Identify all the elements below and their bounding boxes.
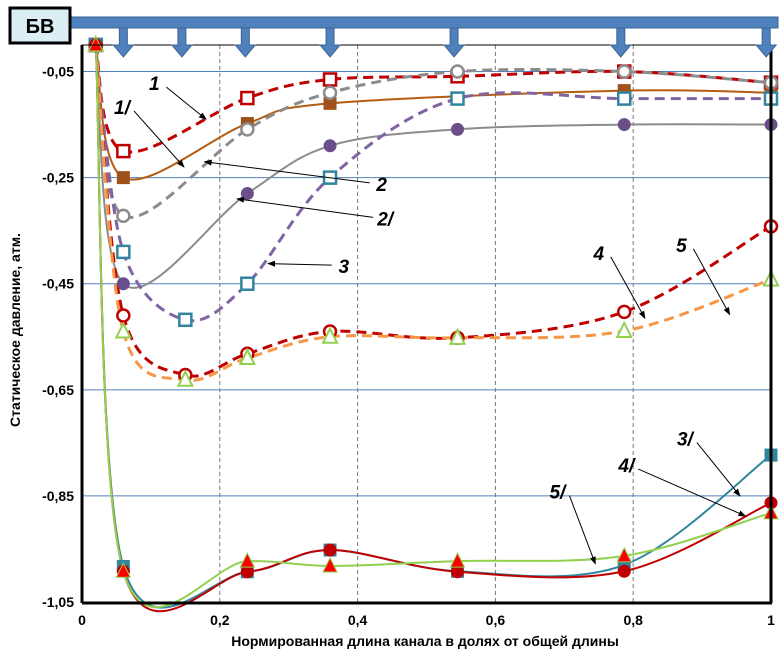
annotations: 1 1/2 2/3 4 5 3/4/5/ xyxy=(114,74,747,565)
series-1-prime-point xyxy=(116,171,130,185)
series-2-prime-point xyxy=(116,277,130,291)
series-4-prime-point xyxy=(323,543,337,557)
series-2-point xyxy=(322,85,338,100)
annotation-label: 3/ xyxy=(677,430,695,451)
y-tick-label: -0,85 xyxy=(42,488,74,504)
series-5-point xyxy=(238,347,256,365)
inlet-arrow-icon xyxy=(234,27,257,58)
badge-box xyxy=(8,6,72,45)
x-tick-label: 0 xyxy=(78,612,86,628)
series-3-prime-line xyxy=(94,44,772,609)
series-3-point xyxy=(450,91,465,106)
annotation-label: 5 xyxy=(676,236,687,257)
annotation-arrow xyxy=(203,159,370,184)
series-5-prime-point xyxy=(449,552,466,568)
x-tick-label: 0,8 xyxy=(623,612,643,628)
tick-labels: -0,05 -0,25 -0,45 -0,65 -0,85 -1,050 0,2 0,4 0,6… xyxy=(42,64,775,628)
series-3-point xyxy=(616,91,632,106)
series-4-prime-line xyxy=(94,44,772,612)
inlet-arrow-icon xyxy=(442,27,466,58)
series-5-point xyxy=(448,327,467,345)
series-3-line xyxy=(94,44,771,323)
series-5-point xyxy=(615,320,633,338)
annotation-arrow xyxy=(638,468,747,517)
manifold-bar xyxy=(69,16,779,29)
series-4-point xyxy=(116,308,131,323)
series-5-prime-point xyxy=(115,562,132,578)
series-2-prime-point xyxy=(617,118,631,132)
series-2-prime-point xyxy=(240,187,254,201)
series-2-point xyxy=(450,64,465,79)
series-2-prime-line xyxy=(94,44,772,289)
series-4-line xyxy=(94,44,772,378)
inlet-arrow-icon xyxy=(170,27,193,58)
annotation-label: 2 xyxy=(375,175,387,196)
y-axis-label: Статическое давление, атм. xyxy=(7,233,23,427)
annotation-arrow xyxy=(166,86,207,120)
annotation-label: 5/ xyxy=(549,483,567,504)
badge-label: БВ xyxy=(26,16,55,38)
series-3-point xyxy=(178,312,193,328)
annotation-arrow xyxy=(568,495,596,565)
series-5-point xyxy=(114,321,132,339)
series-markers xyxy=(87,34,780,579)
x-tick-label: 0,4 xyxy=(348,612,368,628)
series-5-point xyxy=(176,369,194,387)
series-2-point xyxy=(240,122,255,137)
inlet-arrow-icon xyxy=(609,27,632,58)
series-1-line xyxy=(94,44,772,154)
series-5-prime-point xyxy=(87,35,104,52)
annotation-label: 3 xyxy=(339,257,350,278)
y-tick-label: -0,65 xyxy=(42,382,74,398)
annotation-arrow xyxy=(236,196,374,218)
series-4-point xyxy=(616,304,632,320)
series-3-point xyxy=(116,244,131,260)
inlet-arrow-icon xyxy=(318,27,342,58)
series-2-point xyxy=(616,64,632,79)
series-2-prime-point xyxy=(451,122,465,136)
x-tick-label: 0,6 xyxy=(486,612,506,628)
series-5-point xyxy=(321,326,339,344)
y-tick-label: -0,45 xyxy=(42,276,74,292)
annotation-arrow xyxy=(692,248,731,316)
series-5-prime-point xyxy=(322,556,338,573)
annotation-arrow xyxy=(133,110,185,168)
x-tick-label: 0,2 xyxy=(210,612,230,628)
series-4-prime-point xyxy=(617,564,631,578)
annotation-label: 1 xyxy=(149,74,160,95)
series-5-prime-point xyxy=(239,552,256,568)
annotation-arrow xyxy=(267,260,332,267)
y-tick-label: -0,25 xyxy=(42,170,74,186)
x-tick-label: 1 xyxy=(767,612,775,628)
inlet-arrow-icon xyxy=(112,27,135,58)
series-2-point xyxy=(116,208,131,224)
series-lines xyxy=(94,44,772,612)
y-tick-label: -0,05 xyxy=(42,64,74,80)
series-3-point xyxy=(240,276,255,291)
series-1-point xyxy=(322,72,338,87)
inlet-manifold xyxy=(69,16,779,58)
series-1-point xyxy=(240,90,255,106)
series-5-prime-line xyxy=(94,44,772,609)
annotation-arrow xyxy=(610,256,646,320)
annotation-label: 2/ xyxy=(376,209,395,230)
series-2-prime-point xyxy=(323,139,337,153)
series-5-prime-point xyxy=(616,546,633,563)
annotation-label: 1/ xyxy=(114,98,132,119)
inlet-arrow-icon xyxy=(755,27,778,58)
annotation-label: 4/ xyxy=(617,456,636,477)
annotation-label: 4 xyxy=(592,244,604,265)
y-tick-label: -1,05 xyxy=(42,594,74,610)
x-axis-label: Нормированная длина канала в долях от об… xyxy=(231,633,619,649)
annotation-arrow xyxy=(696,442,741,497)
series-5-line xyxy=(94,44,772,382)
series-1-point xyxy=(116,143,131,159)
